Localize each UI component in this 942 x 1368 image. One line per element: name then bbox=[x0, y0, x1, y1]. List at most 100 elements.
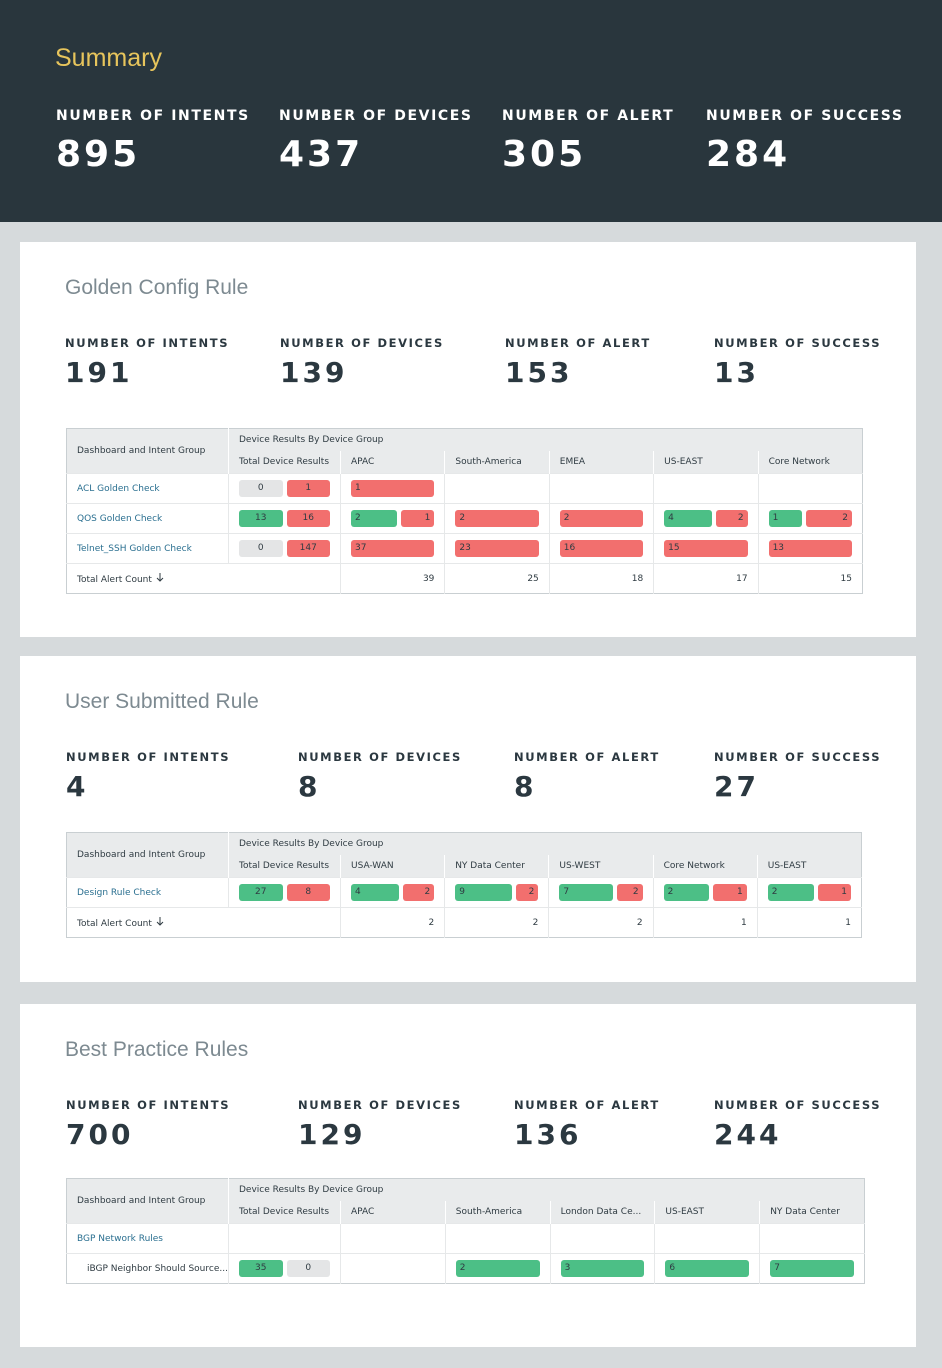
total-alert-count: 1 bbox=[652, 907, 758, 938]
total-alert-count: 15 bbox=[757, 563, 863, 594]
total-alert-count: 2 bbox=[548, 907, 654, 938]
section-card: Golden Config Rule NUMBER OF INTENTS 191 NU… bbox=[20, 242, 916, 637]
alert-pill: 1 bbox=[817, 884, 851, 901]
stat-label: NUMBER OF SUCCESS bbox=[714, 336, 882, 350]
rule-name: ACL Golden Check bbox=[66, 473, 229, 504]
group-header: Dashboard and Intent Group bbox=[66, 1178, 229, 1224]
column-header: APAC bbox=[340, 1201, 446, 1224]
column-header: US-WEST bbox=[548, 855, 654, 878]
group-header: Dashboard and Intent Group bbox=[66, 832, 229, 878]
column-header: Total Device Results bbox=[228, 451, 341, 474]
sort-icon[interactable] bbox=[155, 916, 165, 926]
total-results: 35 0 bbox=[228, 1253, 341, 1284]
stat-value: 895 bbox=[56, 134, 141, 175]
total-row: Total Alert Count 39 25 18 17 15 bbox=[66, 563, 863, 594]
result-pills: 2 bbox=[455, 510, 539, 527]
header-row: Total Device Results APAC South-America EME… bbox=[67, 451, 863, 474]
stat-value: 8 bbox=[514, 770, 537, 803]
summary-header: Summary NUMBER OF INTENTS 895 NUMBER OF DE… bbox=[0, 0, 942, 222]
section-title: Best Practice Rules bbox=[65, 1038, 249, 1061]
success-pill: 4 bbox=[351, 884, 399, 901]
group-results bbox=[340, 1223, 446, 1254]
alert-pill: 2 bbox=[715, 510, 748, 527]
column-header: NY Data Center bbox=[444, 855, 549, 878]
result-pills: 23 bbox=[455, 540, 539, 557]
results-header: Device Results By Device Group bbox=[227, 1178, 865, 1201]
total-results: 0 147 bbox=[228, 533, 341, 564]
rule-name: QOS Golden Check bbox=[66, 503, 229, 534]
result-pills: 6 bbox=[665, 1260, 750, 1277]
success-pill: 35 bbox=[239, 1260, 283, 1277]
success-pill: 0 bbox=[239, 480, 283, 497]
success-pill: 13 bbox=[239, 510, 283, 527]
column-header: Core Network bbox=[757, 451, 863, 474]
column-header: EMEA bbox=[548, 451, 654, 474]
table-row: ACL Golden Check 0 1 1 bbox=[66, 473, 863, 504]
success-pill: 6 bbox=[665, 1260, 750, 1277]
column-header: South-America bbox=[444, 1201, 551, 1224]
group-results bbox=[653, 473, 759, 504]
stat-value: 136 bbox=[514, 1118, 582, 1151]
group-results bbox=[444, 1223, 551, 1254]
stat-label: NUMBER OF INTENTS bbox=[66, 750, 231, 764]
column-header: US-EAST bbox=[653, 451, 759, 474]
stat-label: NUMBER OF ALERT bbox=[514, 750, 660, 764]
rule-name: Telnet_SSH Golden Check bbox=[66, 533, 229, 564]
table-row: Telnet_SSH Golden Check 0 147 37 23 16 15 13 bbox=[66, 533, 863, 564]
alert-pill: 13 bbox=[768, 540, 852, 557]
stat-label: NUMBER OF DEVICES bbox=[279, 108, 473, 124]
success-pill: 2 bbox=[351, 510, 398, 527]
stat-label: NUMBER OF INTENTS bbox=[66, 1098, 231, 1112]
rule-name: Design Rule Check bbox=[66, 877, 229, 908]
stat-value: 153 bbox=[505, 356, 573, 389]
result-pills: 27 8 bbox=[239, 884, 330, 901]
success-pill: 1 bbox=[768, 510, 802, 527]
results-header: Device Results By Device Group bbox=[228, 428, 863, 451]
table-row: BGP Network Rules bbox=[66, 1223, 865, 1254]
result-pills: 3 bbox=[560, 1260, 645, 1277]
results-header: Device Results By Device Group bbox=[228, 832, 862, 855]
alert-pill: 0 bbox=[286, 1260, 330, 1277]
result-pills: 0 147 bbox=[239, 540, 330, 557]
group-results bbox=[549, 1223, 655, 1254]
success-pill: 3 bbox=[560, 1260, 645, 1277]
stat-label: NUMBER OF ALERT bbox=[514, 1098, 660, 1112]
alert-pill: 16 bbox=[559, 540, 644, 557]
stat-label: NUMBER OF INTENTS bbox=[56, 108, 250, 124]
alert-pill: 1 bbox=[351, 480, 435, 497]
result-pills: 35 0 bbox=[239, 1260, 330, 1277]
header-row: Dashboard and Intent Group Device Results… bbox=[66, 428, 863, 474]
result-pills: 16 bbox=[559, 540, 644, 557]
group-results: 2 bbox=[548, 503, 654, 534]
group-results: 16 bbox=[548, 533, 654, 564]
column-header: NY Data Center bbox=[759, 1201, 865, 1224]
stat-value: 13 bbox=[714, 356, 759, 389]
alert-pill: 23 bbox=[455, 540, 539, 557]
column-header: Total Device Results bbox=[228, 1201, 341, 1224]
total-alert-count: 39 bbox=[339, 563, 445, 594]
column-header: South-America bbox=[444, 451, 550, 474]
stat-value: 244 bbox=[714, 1118, 782, 1151]
alert-pill: 2 bbox=[455, 510, 539, 527]
column-header: US-EAST bbox=[756, 855, 862, 878]
result-pills: 13 bbox=[768, 540, 852, 557]
total-label-text: Total Alert Count bbox=[77, 919, 152, 929]
success-pill: 4 bbox=[664, 510, 712, 527]
group-results bbox=[444, 473, 550, 504]
group-results: 6 bbox=[654, 1253, 760, 1284]
header-row: Total Device Results APAC South-America Lon… bbox=[67, 1201, 865, 1224]
alert-pill: 2 bbox=[402, 884, 435, 901]
total-results: 13 16 bbox=[228, 503, 341, 534]
success-pill: 9 bbox=[455, 884, 512, 901]
sort-icon[interactable] bbox=[155, 572, 165, 582]
result-pills: 1 bbox=[351, 480, 435, 497]
results-table: Dashboard and Intent Group Device Results… bbox=[66, 428, 863, 594]
